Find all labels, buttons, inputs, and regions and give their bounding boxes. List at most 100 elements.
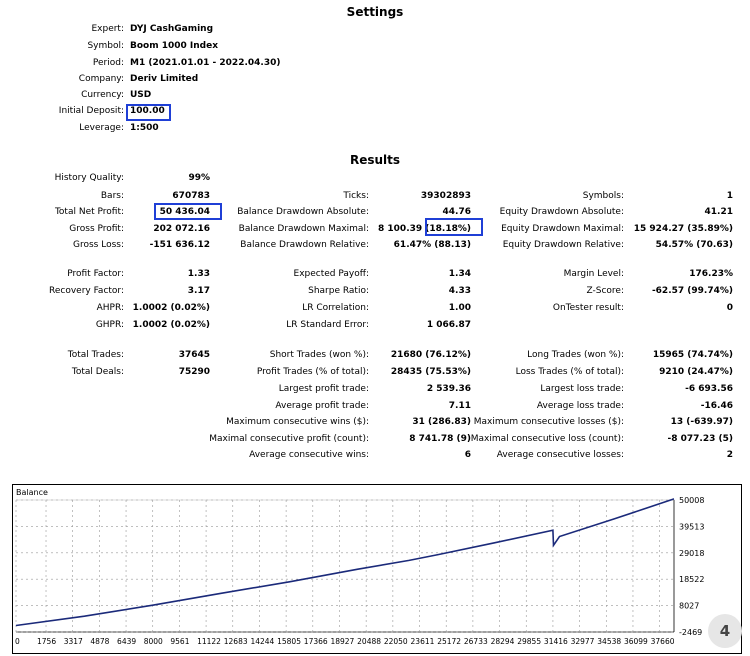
- chart-title: Balance: [16, 488, 48, 497]
- results-value: 3.17: [187, 286, 210, 296]
- x-tick-label: 36099: [624, 637, 648, 646]
- x-tick-label: 26733: [464, 637, 488, 646]
- chart-frame: [12, 484, 742, 654]
- results-label: Average consecutive wins:: [249, 450, 369, 460]
- settings-label: Symbol:: [87, 41, 124, 51]
- x-tick-label: 14244: [250, 637, 274, 646]
- x-tick-label: 12683: [224, 637, 248, 646]
- settings-value: 100.00: [130, 106, 165, 116]
- results-label: Symbols:: [582, 191, 624, 201]
- results-value: 28435 (75.53%): [390, 367, 471, 377]
- x-tick-label: 25172: [437, 637, 461, 646]
- results-value: 670783: [172, 191, 210, 201]
- results-title: Results: [349, 153, 401, 167]
- results-label: Total Net Profit:: [54, 207, 124, 217]
- x-tick-label: 9561: [170, 637, 189, 646]
- results-value: 54.57% (70.63): [655, 240, 733, 250]
- results-value: 39302893: [420, 191, 471, 201]
- results-value: -16.46: [700, 401, 733, 411]
- results-value: 1.0002 (0.02%): [132, 320, 210, 330]
- settings-value: Deriv Limited: [130, 74, 199, 84]
- x-tick-label: 3317: [64, 637, 83, 646]
- results-label: Ticks:: [343, 191, 369, 201]
- results-label: Equity Drawdown Maximal:: [501, 224, 624, 234]
- x-tick-label: 32977: [571, 637, 595, 646]
- balance-series-line: [15, 498, 675, 627]
- results-value: 44.76: [442, 207, 471, 217]
- results-label: Average profit trade:: [275, 401, 369, 411]
- results-value: 2 539.36: [426, 384, 471, 394]
- results-label: Largest loss trade:: [540, 384, 624, 394]
- results-value: -62.57 (99.74%): [651, 286, 733, 296]
- y-tick-label: -2469: [679, 628, 702, 637]
- y-tick-label: 39513: [679, 522, 704, 531]
- results-value: 202 072.16: [153, 224, 210, 234]
- results-label: Balance Drawdown Absolute:: [237, 207, 369, 217]
- results-value: 41.21: [704, 207, 733, 217]
- history-quality-value: 99%: [188, 173, 210, 183]
- settings-value: Boom 1000 Index: [130, 41, 219, 51]
- results-label: Maximum consecutive losses ($):: [473, 417, 624, 427]
- results-value: 8 741.78 (9): [409, 434, 471, 444]
- results-label: Maximal consecutive profit (count):: [209, 434, 369, 444]
- settings-title: Settings: [346, 5, 404, 19]
- results-label: Bars:: [100, 191, 124, 201]
- x-tick-label: 31416: [544, 637, 568, 646]
- y-tick-label: 8027: [679, 602, 699, 611]
- results-value: 50 436.04: [159, 207, 210, 217]
- results-value: 2: [726, 450, 733, 460]
- results-label: Profit Trades (% of total):: [256, 367, 369, 377]
- results-label: Loss Trades (% of total):: [515, 367, 624, 377]
- balance-chart: Balance 50008 39513 29018 18522 8027 -2469 0 175…: [12, 484, 742, 654]
- settings-value: M1 (2021.01.01 - 2022.04.30): [130, 58, 281, 68]
- results-value: 1: [726, 191, 733, 201]
- results-value: 1.33: [187, 269, 210, 279]
- results-value: -151 636.12: [149, 240, 210, 250]
- history-quality-label: History Quality:: [54, 173, 124, 183]
- results-value: -6 693.56: [685, 384, 733, 394]
- x-tick-label: 11122: [197, 637, 221, 646]
- results-value: 31 (286.83): [412, 417, 471, 427]
- settings-label: Leverage:: [79, 123, 124, 133]
- results-label: Z-Score:: [586, 286, 625, 296]
- results-label: Average loss trade:: [536, 401, 624, 411]
- results-value: 1.00: [448, 303, 471, 313]
- x-tick-label: 4878: [90, 637, 109, 646]
- watermark-logo-icon: 4: [708, 614, 742, 648]
- settings-value: DYJ CashGaming: [130, 24, 214, 34]
- results-value: 37645: [178, 350, 210, 360]
- results-value: 61.47% (88.13): [393, 240, 471, 250]
- results-label: OnTester result:: [552, 303, 624, 313]
- balance-drawdown-highlight: [425, 218, 483, 236]
- net-profit-highlight: [154, 203, 222, 220]
- results-value: 9210 (24.47%): [659, 367, 733, 377]
- results-value: 1.34: [448, 269, 471, 279]
- y-tick-label: 18522: [679, 575, 704, 584]
- results-label: Equity Drawdown Relative:: [502, 240, 624, 250]
- x-tick-label: 1756: [37, 637, 56, 646]
- results-label: Long Trades (won %):: [527, 350, 624, 360]
- results-label: LR Correlation:: [302, 303, 369, 313]
- results-value: 75290: [178, 367, 210, 377]
- results-label: Sharpe Ratio:: [308, 286, 369, 296]
- results-label: Balance Drawdown Relative:: [240, 240, 369, 250]
- results-value: 1 066.87: [426, 320, 471, 330]
- settings-label: Expert:: [91, 24, 124, 34]
- results-label: Recovery Factor:: [48, 286, 124, 296]
- results-value: 176.23%: [689, 269, 733, 279]
- results-value: 0: [726, 303, 733, 313]
- y-tick-label: 50008: [679, 496, 704, 505]
- results-value: -8 077.23 (5): [667, 434, 733, 444]
- results-label: AHPR:: [96, 303, 124, 313]
- results-value: 13 (-639.97): [670, 417, 733, 427]
- x-tick-label: 17366: [304, 637, 328, 646]
- results-label: Equity Drawdown Absolute:: [499, 207, 624, 217]
- results-label: Average consecutive losses:: [496, 450, 624, 460]
- initial-deposit-highlight: [126, 104, 171, 121]
- results-value: 8 100.39 (18.18%): [378, 224, 471, 234]
- x-tick-label: 28294: [491, 637, 515, 646]
- x-tick-label: 29855: [517, 637, 541, 646]
- x-tick-label: 23611: [411, 637, 435, 646]
- results-value: 15 924.27 (35.89%): [633, 224, 733, 234]
- x-tick-label: 22050: [384, 637, 408, 646]
